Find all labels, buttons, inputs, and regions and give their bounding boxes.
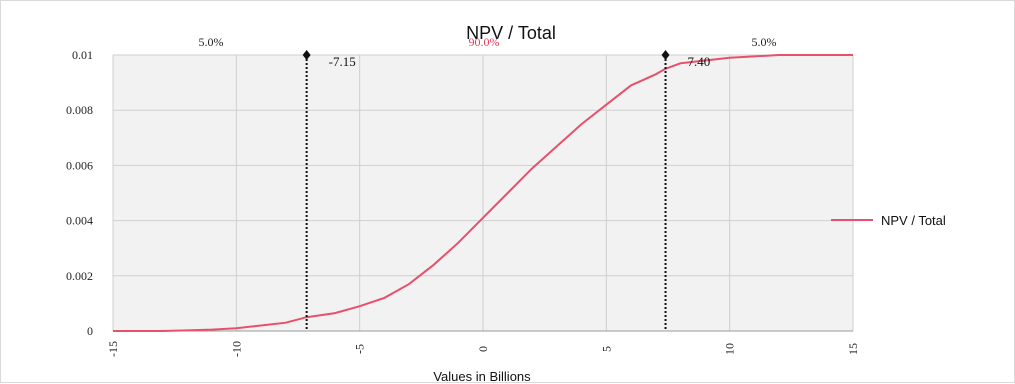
series-line-npv-total [113, 54, 853, 332]
marker-label: -7.15 [329, 54, 356, 69]
left-tail-percent: 5.0% [199, 35, 224, 49]
y-tick-label: 0.004 [66, 214, 93, 228]
y-tick-label: 0.006 [66, 158, 93, 172]
x-tick-label: 0 [476, 346, 490, 352]
marker-diamond [302, 50, 311, 60]
middle-percent: 90.0% [469, 35, 500, 49]
y-tick-label: 0.01 [72, 48, 93, 62]
legend-label: NPV / Total [881, 213, 946, 228]
y-tick-label: 0 [87, 324, 93, 338]
x-tick-label: -5 [353, 344, 367, 354]
x-axis-label: Values in Billions [433, 369, 531, 384]
x-tick-label: 15 [846, 343, 860, 355]
x-tick-label: -10 [229, 341, 243, 357]
x-tick-label: -15 [106, 341, 120, 357]
x-tick-label: 5 [599, 346, 613, 352]
marker-label: 7.40 [688, 54, 711, 69]
marker-diamond [661, 50, 670, 60]
chart-title: NPV / Total [466, 23, 556, 43]
right-tail-percent: 5.0% [752, 35, 777, 49]
y-tick-label: 0.008 [66, 103, 93, 117]
x-tick-label: 10 [723, 343, 737, 355]
y-tick-label: 0.002 [66, 269, 93, 283]
